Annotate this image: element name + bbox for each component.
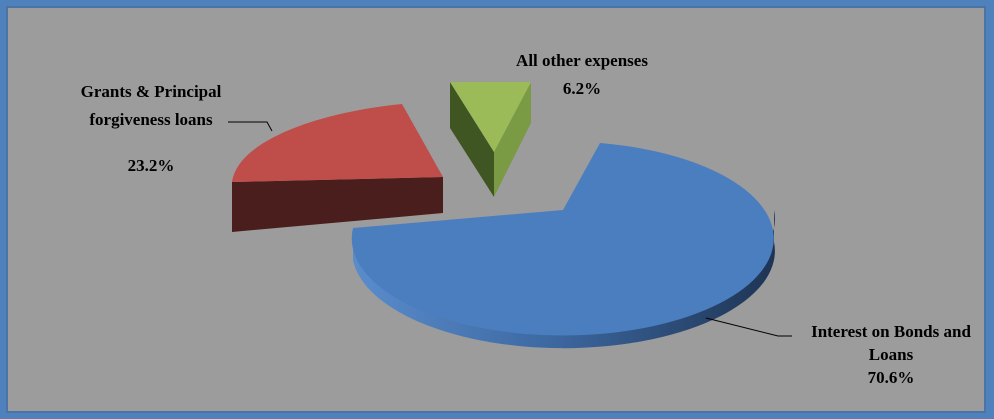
- slice-grants-principal-forgiveness[interactable]: [232, 104, 443, 232]
- label-interest-name-line1: Interest on Bonds and: [811, 322, 971, 341]
- label-other-name: All other expenses: [516, 51, 648, 70]
- label-interest-name-line2: Loans: [869, 345, 914, 364]
- plot-area: [6, 6, 986, 413]
- slice-all-other-expenses[interactable]: [450, 82, 531, 197]
- slice-other-top: [450, 82, 531, 152]
- slice-grants-top: [232, 104, 443, 182]
- label-grants-name-line2: forgiveness loans: [89, 110, 213, 129]
- slice-interest-top: [351, 143, 774, 336]
- label-grants-value: 23.2%: [128, 156, 175, 175]
- leader-line-interest: [705, 317, 792, 337]
- slice-other-side-right: [494, 82, 531, 197]
- slice-other-side: [450, 82, 494, 197]
- label-interest-value: 70.6%: [868, 368, 915, 387]
- slice-grants-side: [232, 177, 443, 232]
- label-grants-name-line1: Grants & Principal: [81, 82, 222, 101]
- slice-interest-on-bonds-and-loans[interactable]: [351, 143, 775, 349]
- leader-line-grants: [228, 121, 273, 132]
- label-other-value: 6.2%: [563, 79, 601, 98]
